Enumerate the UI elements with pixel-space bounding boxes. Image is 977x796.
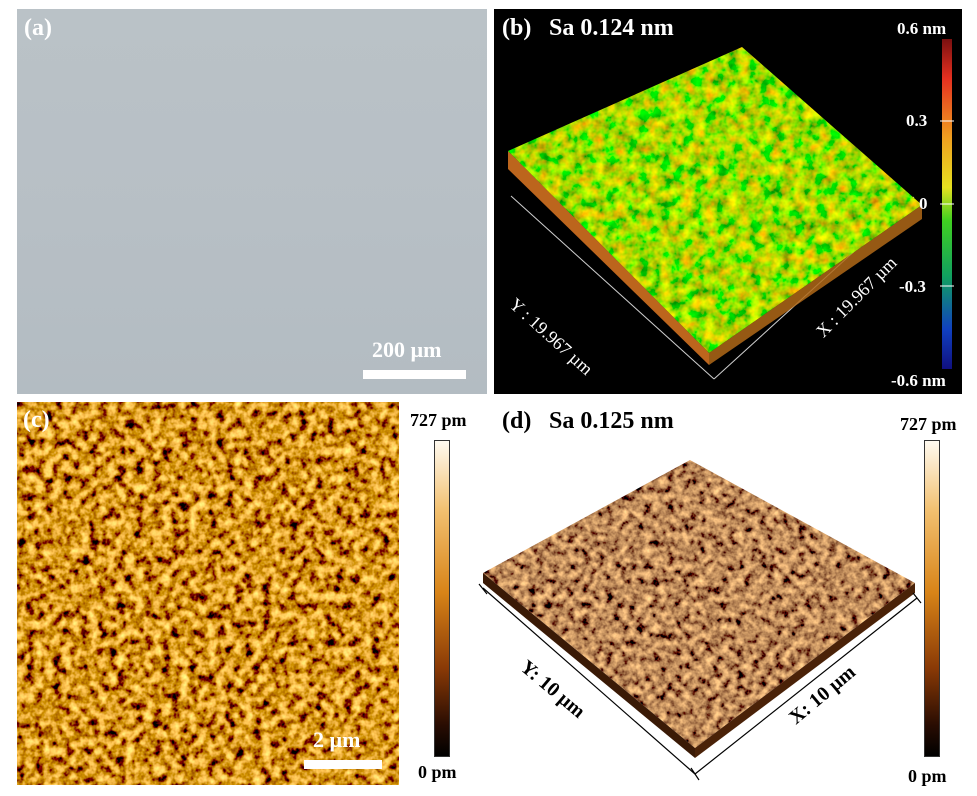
panel-c-colorbar-max: 727 pm [410,410,467,430]
panel-d-colorbar-max: 727 pm [900,414,957,434]
panel-b-y-axis-line [510,195,715,380]
panel-c-colorbar-min: 0 pm [418,762,457,782]
panel-b-surface-edge-right [709,205,922,365]
panel-b-surface-plot [508,39,954,380]
panel-d-label: (d) [502,408,532,434]
panel-b-3d-topography: (b) Sa 0.124 nm [494,9,962,394]
panel-a-scale-bar-text: 200 µm [372,337,442,362]
panel-a-scale-bar [363,370,466,379]
panel-a-optical-image: (a) 200 µm [17,9,487,394]
panel-d-x-axis-line [694,597,918,775]
panel-b-colorbar-tick-0: 0 [919,194,928,213]
panel-d-surface [483,460,915,748]
panel-b-surface [508,47,922,353]
panel-d-y-axis-line [482,587,696,775]
panel-b-surface-edge [508,151,709,365]
panel-d-title: Sa 0.125 nm [549,408,674,434]
panel-d-colorbar [924,440,940,757]
panel-c-afm-height-map: (c) 2 µm [17,402,399,785]
panel-b-label: (b) [502,15,532,41]
panel-b-title: Sa 0.124 nm [549,15,674,41]
panel-b-colorbar-min: -0.6 nm [891,371,946,390]
panel-a-label: (a) [24,15,52,41]
panel-c-scale-bar [304,760,382,769]
panel-b-colorbar-tick-0-3: 0.3 [906,111,928,130]
panel-b-colorbar-max: 0.6 nm [897,19,947,38]
panel-d-3d-surface-plot [478,460,922,781]
panel-c-scale-bar-text: 2 µm [313,727,361,752]
panel-d-colorbar-min: 0 pm [908,766,947,786]
panel-b-colorbar-tick-neg-0-3: -0.3 [899,277,926,296]
panel-c-height-image [17,402,399,785]
panel-c-colorbar [434,440,450,757]
panel-d-surface-front-left [483,573,695,758]
panel-d-surface-front-right [695,583,915,758]
panel-c-label: (c) [23,407,50,433]
